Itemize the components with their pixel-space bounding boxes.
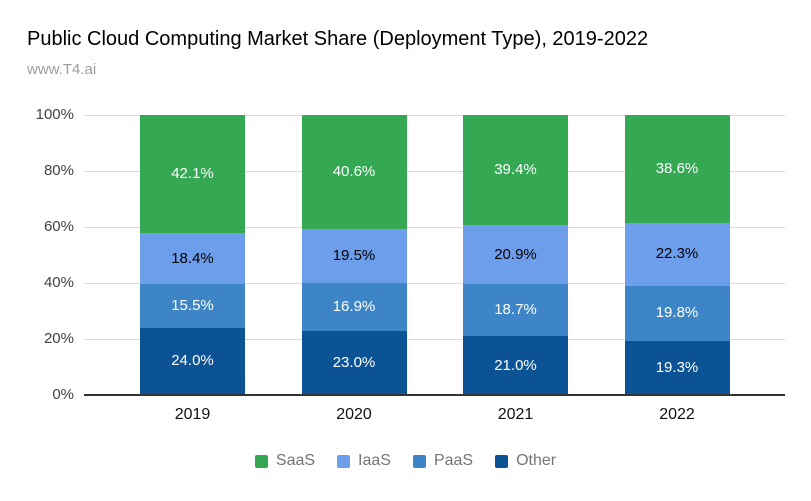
- segment-value-label: 23.0%: [332, 353, 376, 371]
- legend-label-iaas: IaaS: [358, 452, 391, 469]
- bar-2021: 39.4% 20.9% 18.7% 21.0%: [463, 115, 568, 395]
- bar-segment-other-2021: 21.0%: [463, 336, 568, 395]
- gridline-60%: [84, 226, 785, 228]
- x-axis-label-2020: 2020: [336, 406, 372, 423]
- x-axis-line: [84, 394, 785, 396]
- gridline-80%: [84, 170, 785, 172]
- x-axis-label-2022: 2022: [659, 406, 695, 423]
- segment-value-label: 15.5%: [171, 297, 214, 315]
- legend-swatch-saas: [254, 454, 268, 468]
- legend-item-other: Other: [495, 451, 556, 471]
- bar-segment-iaas-2021: 20.9%: [463, 225, 568, 284]
- y-axis-label-40%: 40%: [43, 274, 74, 291]
- bar-segment-saas-2021: 39.4%: [463, 115, 568, 226]
- segment-value-label: 39.4%: [494, 161, 537, 179]
- segment-value-label: 40.6%: [332, 162, 376, 180]
- bar-2019: 42.1% 18.4% 15.5% 24.0%: [140, 115, 245, 395]
- legend-swatch-iaas: [337, 454, 351, 468]
- segment-value-label: 24.0%: [171, 352, 214, 370]
- bar-segment-saas-2019: 42.1%: [140, 115, 245, 233]
- gridline-40%: [84, 282, 785, 284]
- bar-segment-paas-2021: 18.7%: [463, 283, 568, 337]
- gridline-20%: [84, 338, 785, 340]
- bar-segment-other-2020: 23.0%: [301, 330, 407, 395]
- legend-label-saas: SaaS: [275, 452, 316, 469]
- segment-value-label: 16.9%: [332, 297, 376, 315]
- gridline-100%: [84, 114, 785, 116]
- bar-segment-paas-2022: 19.8%: [624, 285, 730, 341]
- legend: SaaS IaaS PaaS Other: [0, 451, 811, 471]
- bar-segment-iaas-2019: 18.4%: [140, 232, 245, 285]
- legend-item-paas: PaaS: [412, 451, 474, 471]
- y-axis-label-100%: 100%: [35, 106, 74, 123]
- y-axis-label-20%: 20%: [43, 330, 74, 347]
- chart-subtitle: www.T4.ai: [27, 61, 97, 78]
- chart-title: Public Cloud Computing Market Share (Dep…: [27, 28, 649, 50]
- bar-segment-saas-2020: 40.6%: [301, 115, 407, 229]
- bar-segment-paas-2019: 15.5%: [140, 284, 245, 328]
- y-axis-label-60%: 60%: [43, 218, 74, 235]
- bar-segment-paas-2020: 16.9%: [301, 283, 407, 331]
- segment-value-label: 21.0%: [494, 356, 537, 374]
- legend-label-other: Other: [516, 452, 557, 469]
- legend-swatch-other: [495, 454, 509, 468]
- x-axis-label-2021: 2021: [497, 406, 534, 423]
- segment-value-label: 18.4%: [171, 249, 214, 267]
- bar-segment-iaas-2022: 22.3%: [624, 223, 730, 286]
- legend-item-iaas: IaaS: [337, 451, 391, 471]
- segment-value-label: 22.3%: [655, 245, 699, 263]
- segment-value-label: 19.5%: [332, 246, 376, 264]
- y-axis-label-0%: 0%: [52, 386, 74, 403]
- segment-value-label: 19.3%: [655, 358, 699, 376]
- bar-segment-other-2019: 24.0%: [140, 327, 245, 395]
- y-axis-label-80%: 80%: [43, 162, 74, 179]
- x-axis-label-2019: 2019: [174, 406, 211, 423]
- legend-swatch-paas: [412, 454, 426, 468]
- segment-value-label: 20.9%: [494, 245, 537, 263]
- bar-2020: 40.6% 19.5% 16.9% 23.0%: [301, 115, 407, 395]
- segment-value-label: 18.7%: [494, 301, 537, 318]
- bar-segment-iaas-2020: 19.5%: [301, 228, 407, 284]
- segment-value-label: 42.1%: [171, 164, 214, 182]
- bar-2022: 38.6% 22.3% 19.8% 19.3%: [624, 115, 730, 395]
- bar-segment-other-2022: 19.3%: [624, 340, 730, 395]
- legend-item-saas: SaaS: [254, 451, 316, 471]
- bar-segment-saas-2022: 38.6%: [624, 115, 730, 224]
- legend-label-paas: PaaS: [433, 452, 474, 469]
- segment-value-label: 19.8%: [655, 304, 699, 322]
- segment-value-label: 38.6%: [655, 160, 699, 178]
